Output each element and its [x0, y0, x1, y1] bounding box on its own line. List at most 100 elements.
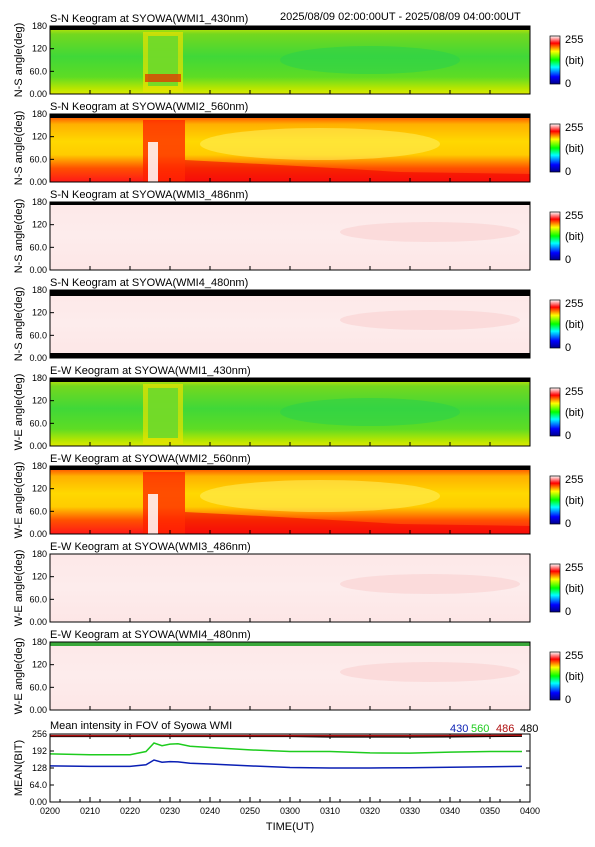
heatmap-feature [200, 480, 440, 512]
colorbar [550, 476, 560, 524]
y-tick-label: 120 [32, 132, 47, 142]
colorbar [550, 388, 560, 436]
y-axis-label: W-E angle(deg) [13, 374, 25, 451]
x-tick-label: 0250 [240, 806, 260, 816]
y-tick-label: 60.0 [29, 594, 47, 604]
y-tick-label: 180 [32, 21, 47, 31]
colorbar-max-label: 255 [565, 386, 583, 398]
keogram-panel-7: E-W Keogram at SYOWA(WMI3_486nm)180 120 60… [13, 541, 584, 627]
x-tick-label: 0350 [480, 806, 500, 816]
y-axis-label: N-S angle(deg) [13, 111, 25, 186]
colorbar-min-label: 0 [565, 342, 571, 354]
line-y-axis-label: MEAN(BIT) [13, 740, 25, 796]
panel-title: E-W Keogram at SYOWA(WMI4_480nm) [50, 629, 251, 641]
legend-entry-430: 430 [450, 723, 468, 735]
keogram-panel-6: E-W Keogram at SYOWA(WMI2_560nm)18012060… [13, 453, 584, 539]
colorbar [550, 300, 560, 348]
colorbar-min-label: 0 [565, 606, 571, 618]
y-tick-label: 120 [32, 308, 47, 318]
y-tick-label: 60.0 [29, 418, 47, 428]
x-tick-label: 0400 [520, 806, 540, 816]
panel-title: S-N Keogram at SYOWA(WMI3_486nm) [50, 189, 248, 201]
colorbar-min-label: 0 [565, 254, 571, 266]
heatmap-top-edge [50, 114, 530, 118]
colorbar-min-label: 0 [565, 78, 571, 90]
heatmap-feature [340, 310, 520, 330]
y-tick-label: 0.00 [29, 89, 47, 99]
keogram-panel-3: S-N Keogram at SYOWA(WMI3_486nm)18012060… [13, 189, 584, 275]
x-tick-label: 0310 [320, 806, 340, 816]
y-tick-label: 0.00 [29, 529, 47, 539]
heatmap-feature [200, 128, 440, 160]
heatmap-top-edge [50, 466, 530, 470]
colorbar-min-label: 0 [565, 430, 571, 442]
heatmap-feature [340, 222, 520, 242]
y-tick-label: 180 [32, 461, 47, 471]
y-tick-label: 0.00 [29, 617, 47, 627]
colorbar-max-label: 255 [565, 210, 583, 222]
colorbar-min-label: 0 [565, 694, 571, 706]
colorbar-max-label: 255 [565, 298, 583, 310]
colorbar-min-label: 0 [565, 518, 571, 530]
panel-title: E-W Keogram at SYOWA(WMI3_486nm) [50, 541, 251, 553]
keogram-panel-1: S-N Keogram at SYOWA(WMI1_430nm)18012060… [13, 13, 584, 99]
y-tick-label: 60.0 [29, 506, 47, 516]
keogram-panel-4: S-N Keogram at SYOWA(WMI4_480nm)18012060… [13, 277, 584, 363]
y-tick-label: 0.00 [29, 441, 47, 451]
x-tick-label: 0330 [400, 806, 420, 816]
colorbar-max-label: 255 [565, 34, 583, 46]
y-tick-label: 180 [32, 109, 47, 119]
keogram-panels: S-N Keogram at SYOWA(WMI1_430nm)18012060… [13, 13, 584, 715]
panel-title: E-W Keogram at SYOWA(WMI1_430nm) [50, 365, 251, 377]
y-tick-label: 120 [32, 44, 47, 54]
y-tick-label: 0.00 [29, 177, 47, 187]
x-tick-label: 0240 [200, 806, 220, 816]
x-tick-label: 0300 [280, 806, 300, 816]
colorbar-unit-label: (bit) [565, 319, 584, 331]
heatmap-event-low [145, 74, 181, 82]
colorbar-max-label: 255 [565, 562, 583, 574]
colorbar-unit-label: (bit) [565, 407, 584, 419]
colorbar [550, 564, 560, 612]
y-tick-label: 120 [32, 660, 47, 670]
heatmap-feature [340, 574, 520, 594]
y-tick-label: 180 [32, 285, 47, 295]
y-tick-label: 180 [32, 373, 47, 383]
x-tick-label: 0220 [120, 806, 140, 816]
colorbar [550, 124, 560, 172]
y-tick-label: 60.0 [29, 66, 47, 76]
colorbar-max-label: 255 [565, 122, 583, 134]
keogram-panel-8: E-W Keogram at SYOWA(WMI4_480nm)18012060… [13, 629, 584, 715]
x-tick-label: 0200 [40, 806, 60, 816]
y-axis-label: N-S angle(deg) [13, 23, 25, 98]
y-axis-label: W-E angle(deg) [13, 550, 25, 627]
heatmap-top-edge [50, 378, 530, 382]
y-tick-label: 0.00 [29, 705, 47, 715]
legend-entry-486: 486 [496, 723, 514, 735]
time-range-header: 2025/08/09 02:00:00UT - 2025/08/09 04:00… [280, 11, 521, 23]
y-tick-label: 120 [32, 220, 47, 230]
y-tick-label: 180 [32, 549, 47, 559]
x-tick-label: 0210 [80, 806, 100, 816]
heatmap-feature [280, 398, 460, 426]
y-tick-label: 120 [32, 572, 47, 582]
y-tick-label: 60.0 [29, 242, 47, 252]
y-tick-label: 256 [32, 729, 47, 739]
panel-title: S-N Keogram at SYOWA(WMI2_560nm) [50, 101, 248, 113]
colorbar-unit-label: (bit) [565, 143, 584, 155]
colorbar-unit-label: (bit) [565, 583, 584, 595]
colorbar [550, 652, 560, 700]
y-tick-label: 120 [32, 484, 47, 494]
y-tick-label: 60.0 [29, 682, 47, 692]
colorbar-unit-label: (bit) [565, 671, 584, 683]
colorbar-min-label: 0 [565, 166, 571, 178]
colorbar [550, 36, 560, 84]
heatmap-event-core [148, 142, 158, 182]
x-tick-label: 0340 [440, 806, 460, 816]
colorbar [550, 212, 560, 260]
heatmap-event-core [148, 494, 158, 534]
series-line-560 [50, 743, 522, 755]
heatmap-feature [280, 46, 460, 74]
